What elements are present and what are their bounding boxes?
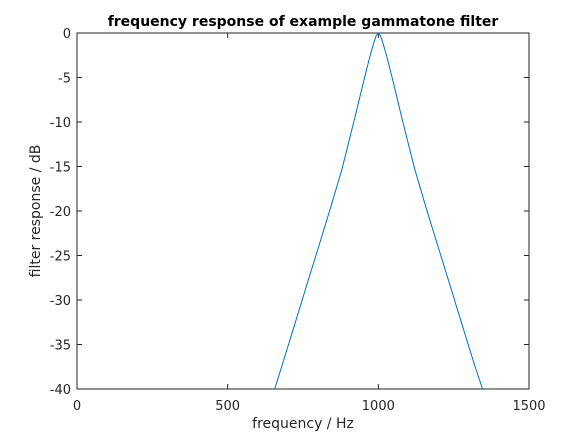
y-tick-label: -35: [50, 339, 71, 354]
plot-area: [76, 32, 530, 390]
series-group: [274, 32, 484, 390]
y-axis-label: filter response / dB: [28, 145, 44, 278]
series-line-0: [274, 32, 484, 390]
y-tick-label: -40: [50, 383, 71, 398]
y-tick-label: -20: [50, 205, 71, 220]
axis-ticks: 0 500 1000 1500 0 -5 -10 -15 -20 -25 -30 -35 -40: [50, 27, 546, 414]
y-tick-label: -30: [50, 294, 71, 309]
x-tick-label: 1500: [512, 399, 545, 414]
chart-title: frequency response of example gammatone …: [108, 14, 499, 30]
y-tick-label: 0: [63, 27, 71, 42]
y-tick-label: -25: [50, 250, 71, 265]
x-tick-label: 500: [215, 399, 240, 414]
x-tick-label: 1000: [362, 399, 395, 414]
y-tick-label: -5: [58, 72, 71, 87]
x-axis-label: frequency / Hz: [252, 416, 354, 432]
x-tick-label: 0: [73, 399, 81, 414]
y-tick-label: -15: [50, 161, 71, 176]
y-tick-label: -10: [50, 116, 71, 131]
